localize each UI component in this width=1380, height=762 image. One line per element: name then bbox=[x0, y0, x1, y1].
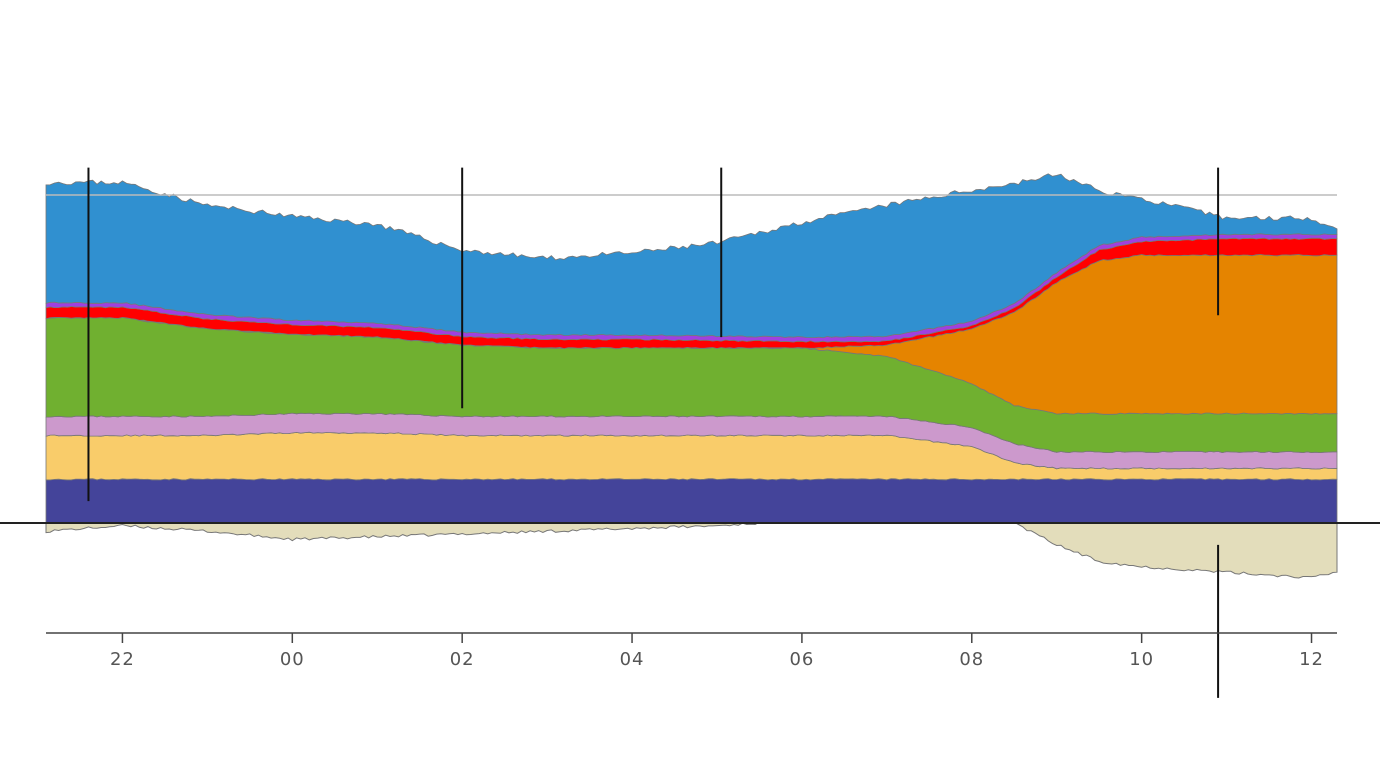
x-axis-ticks: 22 00 02 04 06 08 10 12 bbox=[110, 633, 1324, 670]
x-tick-label: 04 bbox=[620, 649, 645, 670]
x-tick-label: 22 bbox=[110, 649, 135, 670]
x-tick-label: 02 bbox=[450, 649, 475, 670]
x-tick-label: 06 bbox=[789, 649, 814, 670]
x-tick-label: 12 bbox=[1299, 649, 1324, 670]
x-tick-label: 08 bbox=[959, 649, 984, 670]
area-series-blue bbox=[45, 173, 1338, 339]
area-series-navy bbox=[45, 478, 1338, 524]
area-layers bbox=[45, 173, 1338, 579]
area-series-negative bbox=[45, 518, 1338, 579]
vertical-markers bbox=[87, 167, 1220, 698]
x-tick-label: 10 bbox=[1129, 649, 1154, 670]
x-tick-label: 00 bbox=[280, 649, 305, 670]
